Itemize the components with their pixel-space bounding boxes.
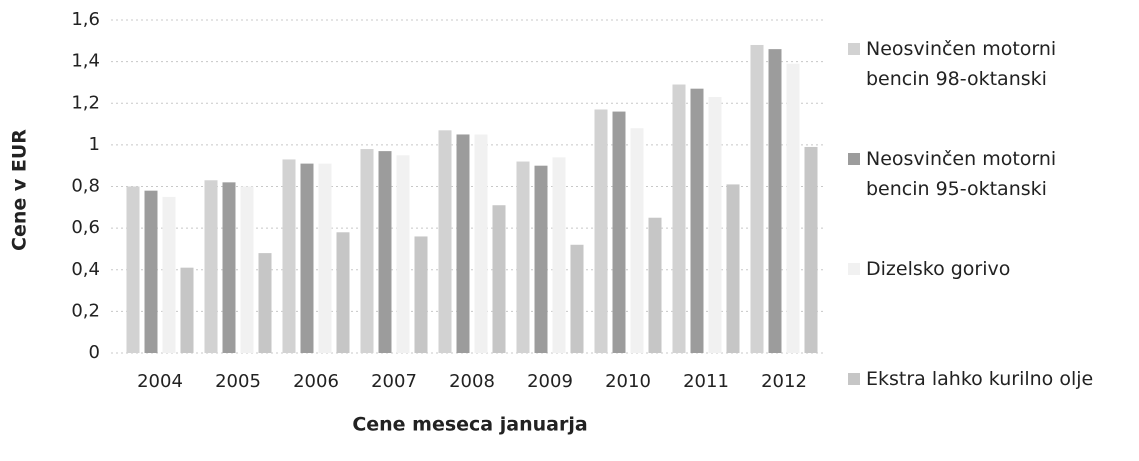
bar bbox=[516, 161, 530, 353]
bar bbox=[726, 184, 740, 353]
bar bbox=[282, 159, 296, 353]
x-tick-label: 2012 bbox=[761, 371, 807, 392]
legend-swatch bbox=[848, 373, 860, 385]
y-tick-label: 0,6 bbox=[71, 217, 100, 238]
y-tick-label: 0,4 bbox=[71, 259, 100, 280]
bar bbox=[336, 232, 350, 353]
legend-swatch bbox=[848, 263, 860, 275]
legend-item: Neosvinčen motorni bencin 95-oktanski bbox=[848, 144, 1133, 204]
bar bbox=[594, 109, 608, 354]
bar bbox=[162, 196, 176, 353]
bar bbox=[768, 49, 782, 353]
y-tick-label: 1,2 bbox=[71, 92, 100, 113]
legend-label: Ekstra lahko kurilno olje bbox=[866, 368, 1094, 390]
x-tick-label: 2007 bbox=[371, 371, 417, 392]
bar bbox=[438, 130, 452, 353]
bar bbox=[378, 151, 392, 353]
legend-swatch bbox=[848, 153, 860, 165]
x-tick-label: 2009 bbox=[527, 371, 573, 392]
x-tick-label: 2008 bbox=[449, 371, 495, 392]
bar bbox=[222, 182, 236, 353]
bar bbox=[258, 253, 272, 353]
x-tick-label: 2011 bbox=[683, 371, 729, 392]
legend-label: Neosvinčen motorni bencin 98-oktanski bbox=[866, 38, 1057, 90]
bar bbox=[648, 217, 662, 353]
bar bbox=[414, 236, 428, 353]
bar bbox=[144, 190, 158, 353]
x-tick-label: 2004 bbox=[137, 371, 183, 392]
bar bbox=[630, 128, 644, 353]
y-tick-label: 1 bbox=[89, 134, 100, 155]
y-axis-title: Cene v EUR bbox=[9, 129, 31, 251]
legend-label: Dizelsko gorivo bbox=[866, 258, 1011, 280]
y-tick-label: 0,2 bbox=[71, 300, 100, 321]
legend-item: Ekstra lahko kurilno olje bbox=[848, 364, 1133, 394]
bar bbox=[204, 180, 218, 353]
bar bbox=[492, 205, 506, 353]
legend-swatch bbox=[848, 43, 860, 55]
x-axis-title: Cene meseca januarja bbox=[352, 414, 587, 436]
bar bbox=[240, 186, 254, 353]
bar bbox=[552, 157, 566, 353]
y-tick-label: 1,4 bbox=[71, 51, 100, 72]
bar bbox=[786, 63, 800, 354]
bar bbox=[750, 44, 764, 353]
bar bbox=[804, 146, 818, 353]
x-tick-label: 2010 bbox=[605, 371, 651, 392]
x-tick-label: 2006 bbox=[293, 371, 339, 392]
bar bbox=[456, 134, 470, 353]
bar bbox=[708, 97, 722, 353]
bar bbox=[690, 88, 704, 354]
bar bbox=[612, 111, 626, 353]
bar bbox=[474, 134, 488, 353]
bar bbox=[570, 244, 584, 353]
legend-item: Neosvinčen motorni bencin 98-oktanski bbox=[848, 34, 1133, 94]
bar bbox=[300, 163, 314, 353]
bar bbox=[672, 84, 686, 354]
bar bbox=[534, 165, 548, 353]
bar bbox=[360, 149, 374, 353]
bar bbox=[126, 186, 140, 353]
bar bbox=[318, 163, 332, 353]
legend-item: Dizelsko gorivo bbox=[848, 254, 1133, 284]
bar bbox=[396, 155, 410, 353]
x-tick-label: 2005 bbox=[215, 371, 261, 392]
bar bbox=[180, 267, 194, 353]
y-tick-label: 0 bbox=[89, 342, 100, 363]
legend-label: Neosvinčen motorni bencin 95-oktanski bbox=[866, 148, 1057, 200]
y-tick-label: 1,6 bbox=[71, 9, 100, 30]
y-tick-label: 0,8 bbox=[71, 176, 100, 197]
